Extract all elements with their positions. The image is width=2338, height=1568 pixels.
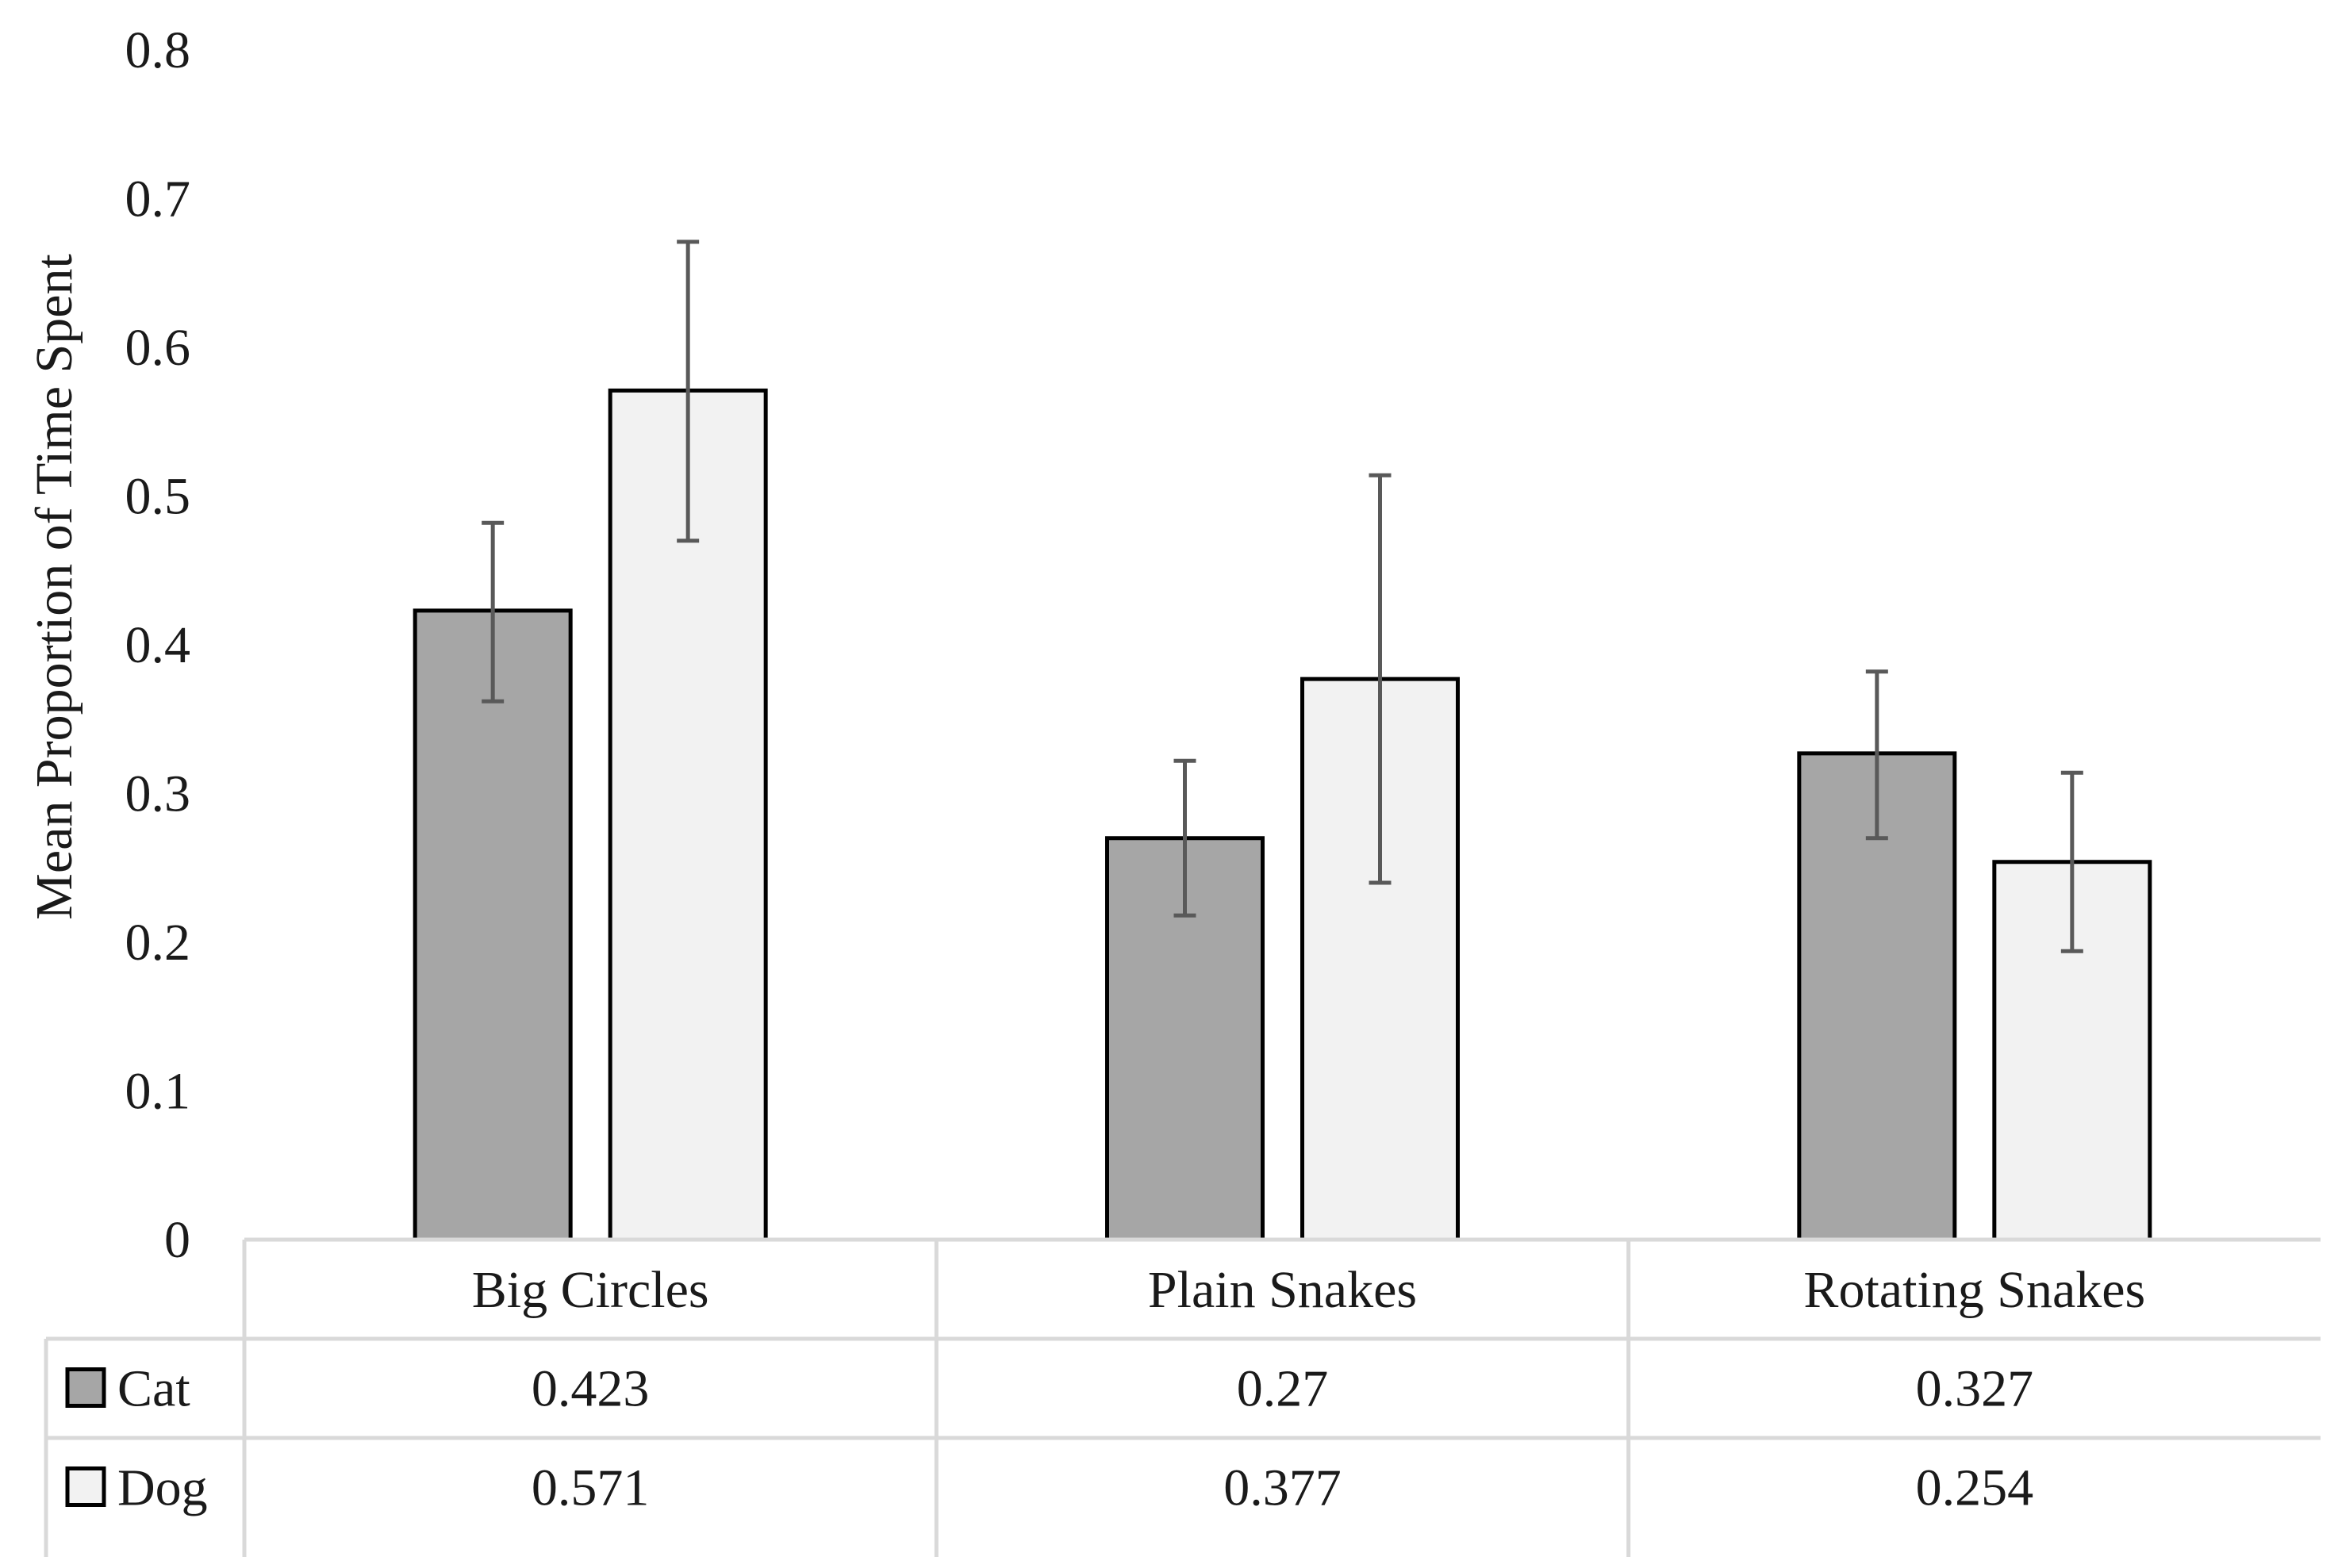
category-label: Big Circles <box>472 1261 709 1319</box>
table-cell-value: 0.254 <box>1916 1459 2034 1517</box>
y-tick-label: 0 <box>164 1211 190 1269</box>
category-label: Plain Snakes <box>1148 1261 1417 1319</box>
y-axis-title: Mean Proportion of Time Spent <box>25 254 83 920</box>
legend-label-cat: Cat <box>117 1360 190 1418</box>
error-bars <box>482 240 2083 953</box>
bars <box>413 388 2152 1242</box>
y-tick-label: 0.2 <box>125 914 191 972</box>
table-cell-value: 0.377 <box>1223 1459 1342 1517</box>
legend-key-cat <box>65 1367 106 1408</box>
y-tick-label: 0.6 <box>125 319 191 377</box>
table-cell-value: 0.423 <box>532 1360 650 1418</box>
y-tick-label: 0.3 <box>125 765 191 823</box>
bar-cat <box>413 608 573 1242</box>
category-label: Rotating Snakes <box>1803 1261 2145 1319</box>
table-cell-value: 0.571 <box>532 1459 650 1517</box>
y-tick-label: 0.4 <box>125 616 191 674</box>
bar-dog <box>1300 677 1460 1242</box>
y-tick-label: 0.8 <box>125 21 191 79</box>
y-axis: 0 0.1 0.2 0.3 0.4 0.5 0.6 0.7 0.8 <box>125 21 191 1269</box>
y-tick-label: 0.7 <box>125 171 191 228</box>
y-tick-label: 0.1 <box>125 1063 191 1121</box>
legend-label-dog: Dog <box>117 1459 208 1517</box>
legend-key-dog <box>65 1466 106 1507</box>
y-tick-label: 0.5 <box>125 468 191 526</box>
data-table: Big Circles Plain Snakes Rotating Snakes Ca… <box>44 1237 2321 1557</box>
table-cell-value: 0.327 <box>1916 1360 2034 1418</box>
table-cell-value: 0.27 <box>1237 1360 1329 1418</box>
